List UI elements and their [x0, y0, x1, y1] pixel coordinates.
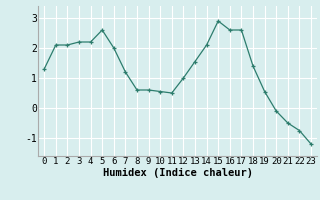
X-axis label: Humidex (Indice chaleur): Humidex (Indice chaleur) [103, 168, 252, 178]
